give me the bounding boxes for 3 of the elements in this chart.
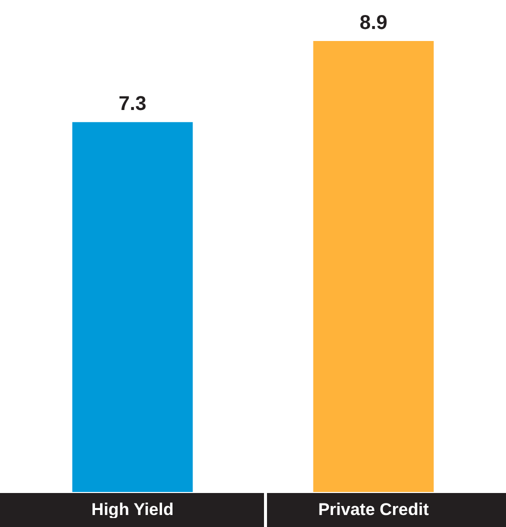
data-label: 8.9 [360, 12, 388, 34]
x-tick-label: Private Credit [318, 500, 430, 519]
data-label: 7.3 [118, 93, 146, 116]
